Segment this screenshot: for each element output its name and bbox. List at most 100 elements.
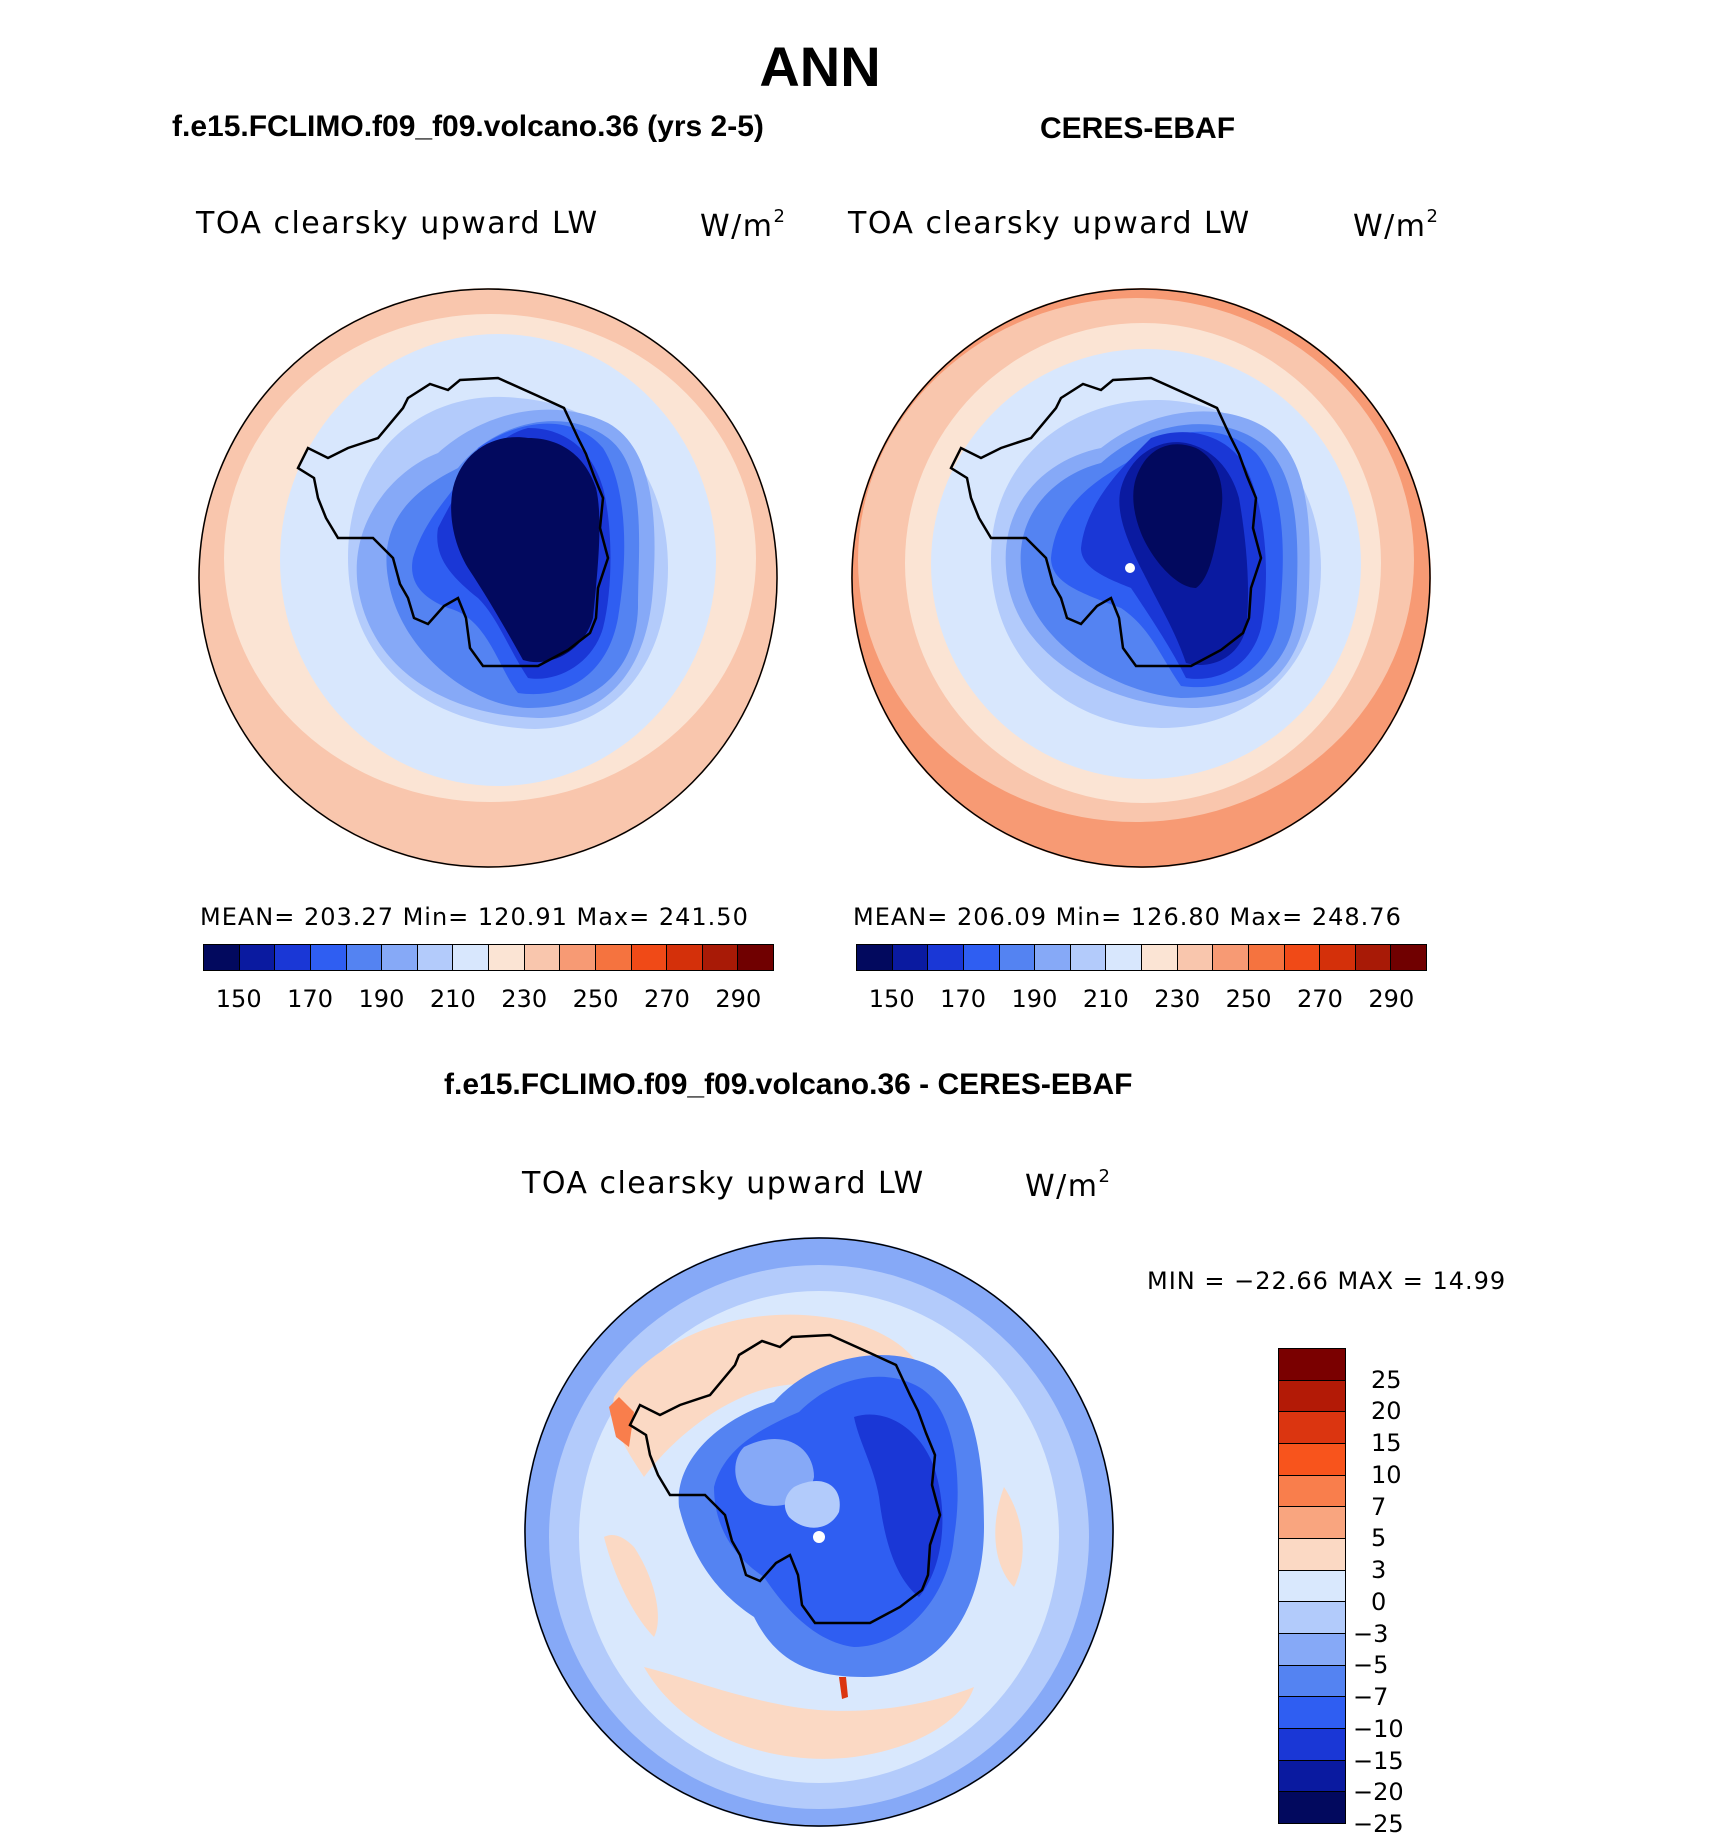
colorbar-tick-label: 190 xyxy=(358,985,405,1013)
diff-panel-minmax: MIN = −22.66 MAX = 14.99 xyxy=(1147,1267,1507,1295)
colorbar-swatch xyxy=(857,945,893,970)
map-region-red-1 xyxy=(609,1397,634,1447)
colorbar-swatch xyxy=(204,945,240,970)
map-region-blue-land-3 xyxy=(854,1414,943,1597)
colorbar-tick-label: −20 xyxy=(1353,1778,1404,1807)
panel-1-map xyxy=(198,288,778,868)
colorbar-swatch xyxy=(1279,1760,1345,1793)
map-region-blue-7 xyxy=(1133,444,1223,588)
colorbar-swatch xyxy=(489,945,525,970)
colorbar-swatch xyxy=(1035,945,1071,970)
colorbar-tick-label: 190 xyxy=(1011,985,1058,1013)
map-border xyxy=(198,288,778,868)
colorbar-tick-label: −25 xyxy=(1353,1810,1404,1838)
colorbar-tick-label: 7 xyxy=(1371,1492,1387,1521)
colorbar-tick-label: 15 xyxy=(1371,1429,1402,1458)
colorbar-swatch xyxy=(999,945,1036,970)
colorbar-swatch xyxy=(1279,1539,1345,1571)
colorbar-tick-label: −15 xyxy=(1353,1746,1404,1775)
colorbar-tick-label: 20 xyxy=(1371,1397,1402,1426)
panel-2-colorbar-ticks: 150 170 190 210 230 250 270 290 xyxy=(856,985,1427,1013)
colorbar-swatch xyxy=(417,945,454,970)
colorbar-tick-label: 25 xyxy=(1371,1365,1402,1394)
panel-1-colorbar xyxy=(203,944,774,971)
colorbar-tick-label: 150 xyxy=(868,985,915,1013)
colorbar-swatch xyxy=(1213,945,1249,970)
map-region-warm-3 xyxy=(995,1487,1023,1587)
colorbar-tick-label: 290 xyxy=(715,985,762,1013)
colorbar-swatch xyxy=(595,945,632,970)
colorbar-tick-label: 0 xyxy=(1371,1587,1387,1616)
colorbar-swatch xyxy=(453,945,489,970)
panel-1-colorbar-ticks: 150 170 190 210 230 250 270 290 xyxy=(203,985,774,1013)
colorbar-swatch xyxy=(1279,1349,1345,1381)
colorbar-tick-label: 10 xyxy=(1371,1460,1402,1489)
diff-panel-title: f.e15.FCLIMO.f09_f09.volcano.36 - CERES-… xyxy=(444,1068,1133,1101)
map-region-blue-6 xyxy=(451,437,600,663)
colorbar-swatch xyxy=(963,945,1000,970)
panel-2-stats: MEAN= 206.09 Min= 126.80 Max= 248.76 xyxy=(853,903,1402,931)
colorbar-tick-label: 270 xyxy=(1297,985,1343,1013)
colorbar-swatch xyxy=(1279,1729,1345,1761)
colorbar-swatch xyxy=(310,945,347,970)
panel-1-stats: MEAN= 203.27 Min= 120.91 Max= 241.50 xyxy=(200,903,749,931)
colorbar-tick-label: 170 xyxy=(287,985,333,1013)
panel-1-variable: TOA clearsky upward LW xyxy=(196,206,599,241)
panel-2-colorbar xyxy=(856,944,1427,971)
colorbar-swatch xyxy=(1070,945,1107,970)
colorbar-swatch xyxy=(928,945,964,970)
colorbar-swatch xyxy=(1177,945,1214,970)
colorbar-swatch xyxy=(631,945,668,970)
colorbar-swatch xyxy=(1106,945,1142,970)
colorbar-swatch xyxy=(1142,945,1178,970)
colorbar-tick-label: −3 xyxy=(1353,1619,1389,1648)
colorbar-swatch xyxy=(382,945,418,970)
colorbar-swatch xyxy=(560,945,596,970)
colorbar-tick-label: −10 xyxy=(1353,1714,1404,1743)
colorbar-swatch xyxy=(1279,1697,1345,1730)
colorbar-tick-label: 170 xyxy=(940,985,986,1013)
colorbar-swatch xyxy=(1355,945,1392,970)
panel-1-title: f.e15.FCLIMO.f09_f09.volcano.36 (yrs 2-5… xyxy=(172,110,764,143)
panel-2-units: W/m2 xyxy=(1353,206,1440,244)
colorbar-swatch xyxy=(1279,1602,1345,1635)
map-coastline xyxy=(949,376,1263,668)
colorbar-swatch xyxy=(239,945,276,970)
colorbar-tick-label: 250 xyxy=(572,985,619,1013)
colorbar-swatch xyxy=(1248,945,1285,970)
colorbar-swatch xyxy=(1391,945,1426,970)
map-region-pale-2 xyxy=(784,1481,840,1528)
diff-panel-colorbar-ticks: 25 20 15 10 7 5 3 0 −3 −5 −7 −10 −15 −20 −25 xyxy=(1353,1348,1453,1838)
colorbar-swatch xyxy=(346,945,383,970)
colorbar-swatch xyxy=(892,945,929,970)
colorbar-swatch xyxy=(1279,1444,1345,1476)
colorbar-tick-label: 210 xyxy=(429,985,476,1013)
colorbar-swatch xyxy=(275,945,311,970)
map-coastline xyxy=(628,1333,942,1625)
colorbar-swatch xyxy=(1279,1570,1345,1603)
map-region-warm-1 xyxy=(613,1314,930,1477)
map-border xyxy=(851,288,1431,868)
panel-2-title: CERES-EBAF xyxy=(1040,112,1236,145)
colorbar-swatch xyxy=(667,945,703,970)
colorbar-tick-label: 210 xyxy=(1082,985,1129,1013)
colorbar-swatch xyxy=(1279,1792,1345,1824)
colorbar-swatch xyxy=(1279,1634,1345,1666)
panel-2-variable: TOA clearsky upward LW xyxy=(848,206,1251,241)
map-coastline xyxy=(296,376,610,668)
colorbar-tick-label: 150 xyxy=(215,985,262,1013)
map-region-warm-4 xyxy=(604,1535,658,1637)
map-pole-dot xyxy=(813,1531,825,1543)
colorbar-swatch xyxy=(1279,1475,1345,1508)
colorbar-tick-label: 270 xyxy=(644,985,690,1013)
diff-panel-units: W/m2 xyxy=(1025,1166,1112,1204)
colorbar-swatch xyxy=(1279,1380,1345,1413)
colorbar-swatch xyxy=(702,945,739,970)
diff-panel-colorbar xyxy=(1278,1348,1346,1824)
colorbar-tick-label: −7 xyxy=(1353,1683,1389,1712)
diff-panel-variable: TOA clearsky upward LW xyxy=(522,1166,925,1201)
colorbar-swatch xyxy=(1279,1507,1345,1540)
colorbar-tick-label: 230 xyxy=(1154,985,1201,1013)
colorbar-tick-label: 250 xyxy=(1225,985,1272,1013)
colorbar-tick-label: 230 xyxy=(501,985,548,1013)
